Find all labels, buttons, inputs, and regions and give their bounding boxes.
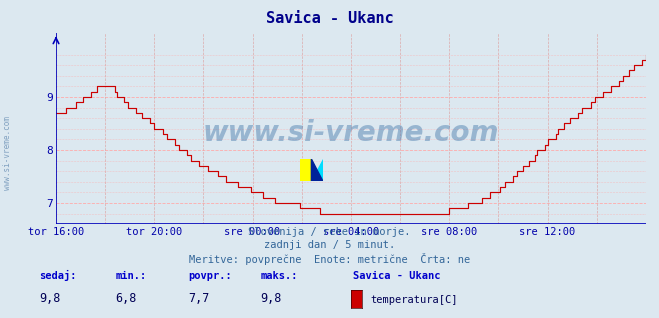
Polygon shape — [312, 159, 323, 181]
Text: povpr.:: povpr.: — [188, 272, 231, 281]
Text: www.si-vreme.com: www.si-vreme.com — [3, 116, 13, 190]
Text: sedaj:: sedaj: — [40, 270, 77, 281]
Text: zadnji dan / 5 minut.: zadnji dan / 5 minut. — [264, 240, 395, 250]
Text: 7,7: 7,7 — [188, 292, 209, 305]
Polygon shape — [312, 159, 323, 181]
Text: 6,8: 6,8 — [115, 292, 136, 305]
Text: 9,8: 9,8 — [260, 292, 281, 305]
Text: min.:: min.: — [115, 272, 146, 281]
Text: Savica - Ukanc: Savica - Ukanc — [353, 272, 440, 281]
Text: 9,8: 9,8 — [40, 292, 61, 305]
Text: www.si-vreme.com: www.si-vreme.com — [203, 119, 499, 147]
Bar — [300, 159, 312, 181]
Text: Savica - Ukanc: Savica - Ukanc — [266, 11, 393, 26]
Text: Meritve: povprečne  Enote: metrične  Črta: ne: Meritve: povprečne Enote: metrične Črta:… — [189, 253, 470, 265]
Text: Slovenija / reke in morje.: Slovenija / reke in morje. — [248, 227, 411, 237]
Text: maks.:: maks.: — [260, 272, 298, 281]
Text: temperatura[C]: temperatura[C] — [370, 295, 458, 305]
